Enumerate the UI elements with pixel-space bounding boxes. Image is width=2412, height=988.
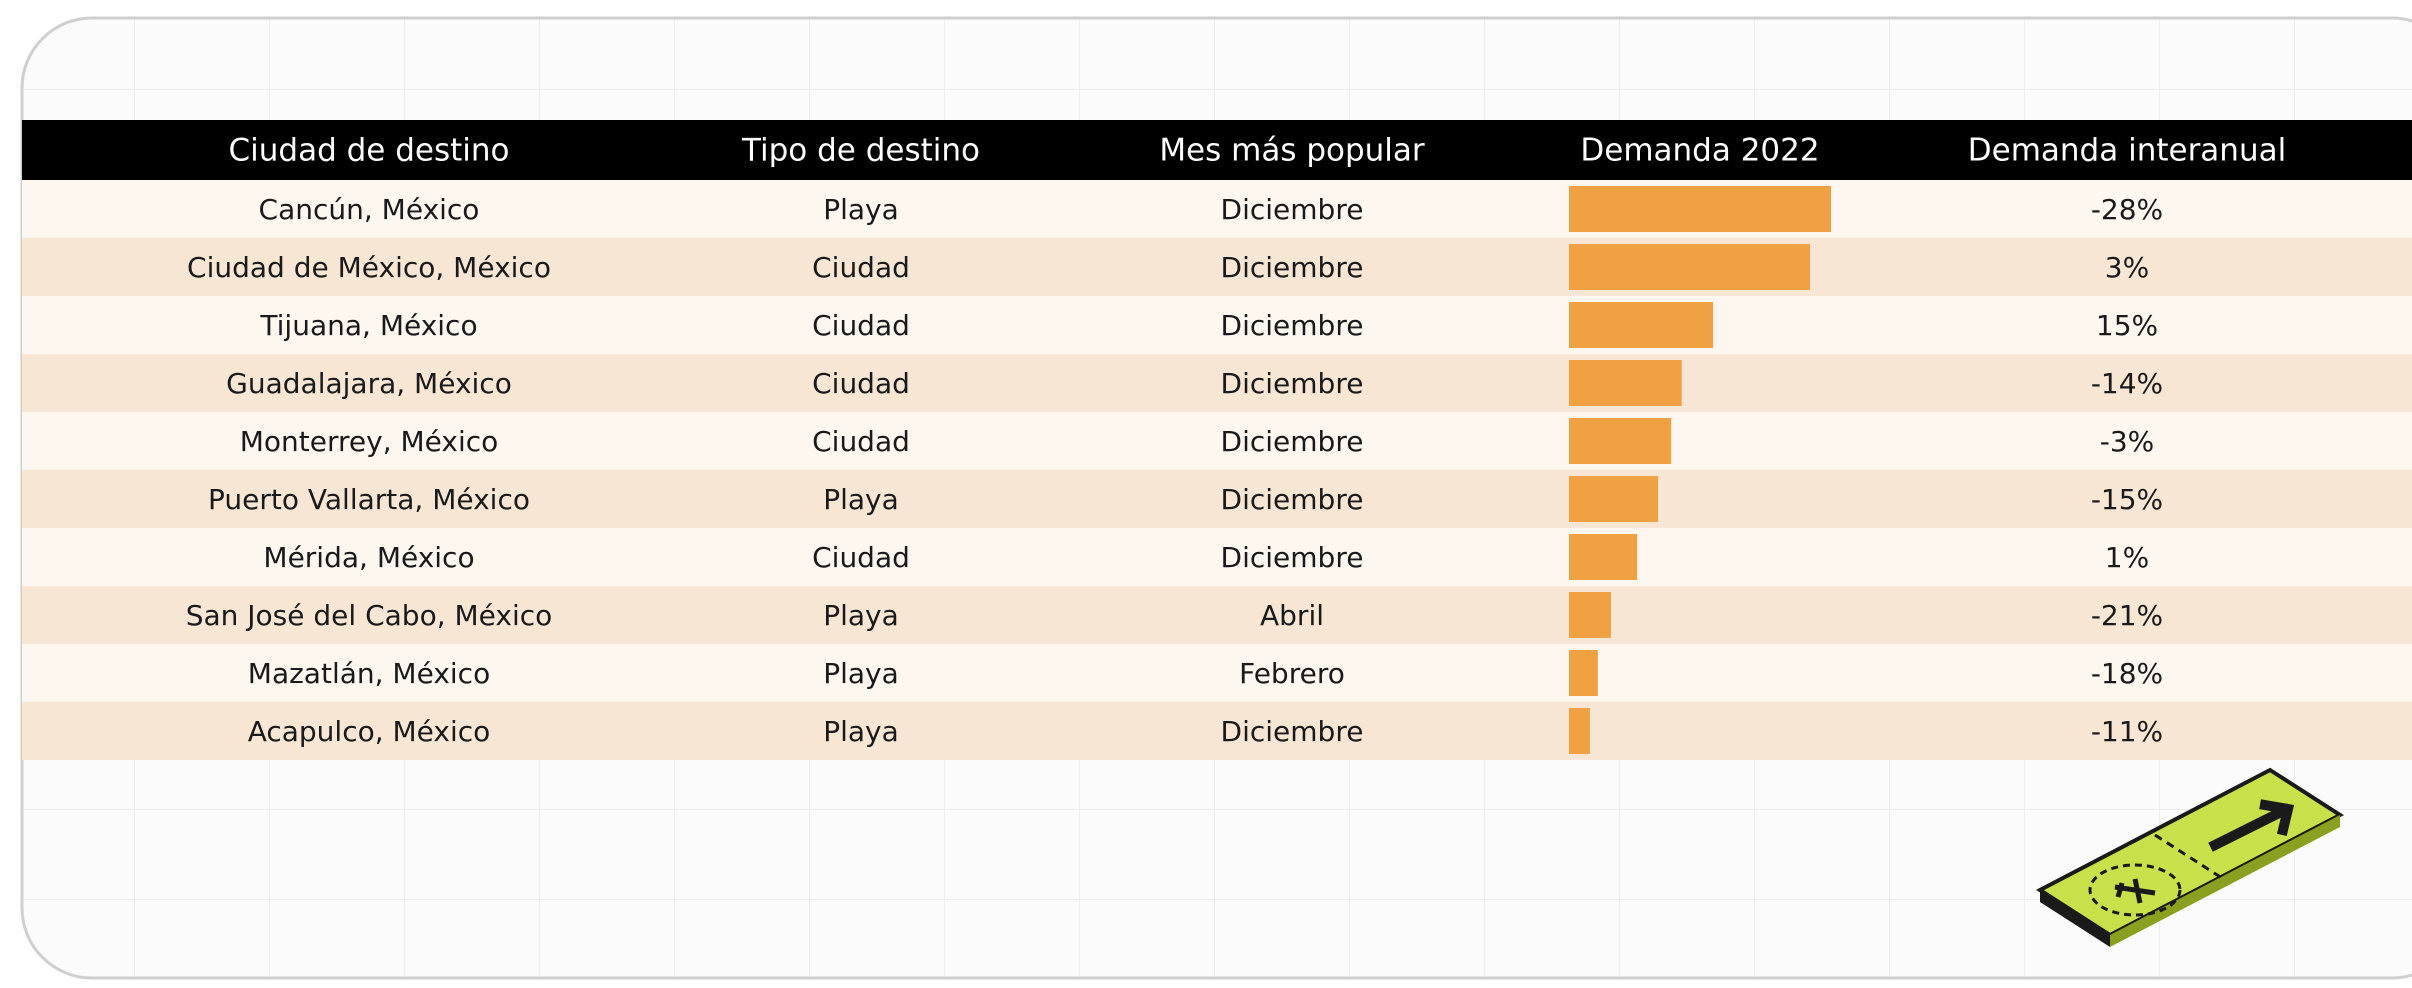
demand-bar [1569, 592, 1611, 638]
table-cell: Acapulco, México [248, 715, 491, 748]
table-row [22, 354, 2412, 412]
table-cell: Playa [823, 483, 899, 516]
table-cell: Ciudad [812, 367, 910, 400]
table-cell: Diciembre [1221, 367, 1364, 400]
table-row [22, 412, 2412, 470]
table-cell: -11% [2091, 715, 2163, 748]
table-cell: -3% [2100, 425, 2155, 458]
table-row [22, 296, 2412, 354]
table-cell: Playa [823, 657, 899, 690]
column-header: Demanda interanual [1968, 133, 2286, 169]
table-cell: Ciudad de México, México [187, 251, 551, 284]
table-row [22, 702, 2412, 760]
table-cell: Guadalajara, México [226, 367, 512, 400]
table-cell: Ciudad [812, 309, 910, 342]
table-cell: Cancún, México [259, 193, 480, 226]
demand-bar [1569, 650, 1598, 696]
table-cell: Diciembre [1221, 425, 1364, 458]
table-cell: Febrero [1239, 657, 1345, 690]
table-row [22, 238, 2412, 296]
table-row [22, 586, 2412, 644]
table-cell: 1% [2105, 541, 2149, 574]
demand-bar [1569, 186, 1831, 232]
demand-bar [1569, 418, 1672, 464]
table-cell: Diciembre [1221, 309, 1364, 342]
table-cell: Monterrey, México [240, 425, 499, 458]
table-cell: Diciembre [1221, 251, 1364, 284]
table-cell: Diciembre [1221, 483, 1364, 516]
demand-bar [1569, 360, 1682, 406]
ticket-icon [2036, 767, 2344, 947]
table-cell: Ciudad [812, 541, 910, 574]
table: Ciudad de destino Tipo de destino Mes más … [22, 120, 2412, 760]
table-cell: Tijuana, México [259, 309, 477, 342]
table-cell: Playa [823, 193, 899, 226]
table-row [22, 644, 2412, 702]
column-header: Ciudad de destino [229, 133, 510, 169]
table-row [22, 180, 2412, 238]
table-cell: Diciembre [1221, 541, 1364, 574]
table-cell: San José del Cabo, México [186, 599, 553, 632]
table-cell: -21% [2091, 599, 2163, 632]
table-cell: Diciembre [1221, 715, 1364, 748]
demand-bar [1569, 476, 1659, 522]
table-cell: 3% [2105, 251, 2149, 284]
table-cell: -14% [2091, 367, 2163, 400]
table-cell: Diciembre [1221, 193, 1364, 226]
table-cell: Playa [823, 599, 899, 632]
table-cell: Mazatlán, México [248, 657, 490, 690]
column-header: Mes más popular [1159, 133, 1425, 169]
table-cell: -15% [2091, 483, 2163, 516]
demand-bar [1569, 534, 1638, 580]
table-row [22, 470, 2412, 528]
table-cell: 15% [2096, 309, 2158, 342]
table-cell: Puerto Vallarta, México [208, 483, 530, 516]
table-cell: Mérida, México [263, 541, 474, 574]
column-header: Demanda 2022 [1580, 133, 1819, 169]
demand-bar [1569, 302, 1714, 348]
header-row [22, 120, 2412, 180]
demand-bar [1569, 244, 1811, 290]
column-header: Tipo de destino [741, 133, 980, 169]
table-cell: -28% [2091, 193, 2163, 226]
table-row [22, 528, 2412, 586]
table-cell: Ciudad [812, 425, 910, 458]
table-cell: Ciudad [812, 251, 910, 284]
table-cell: Abril [1260, 599, 1324, 632]
table-cell: Playa [823, 715, 899, 748]
table-cell: -18% [2091, 657, 2163, 690]
demand-bar [1569, 708, 1590, 754]
